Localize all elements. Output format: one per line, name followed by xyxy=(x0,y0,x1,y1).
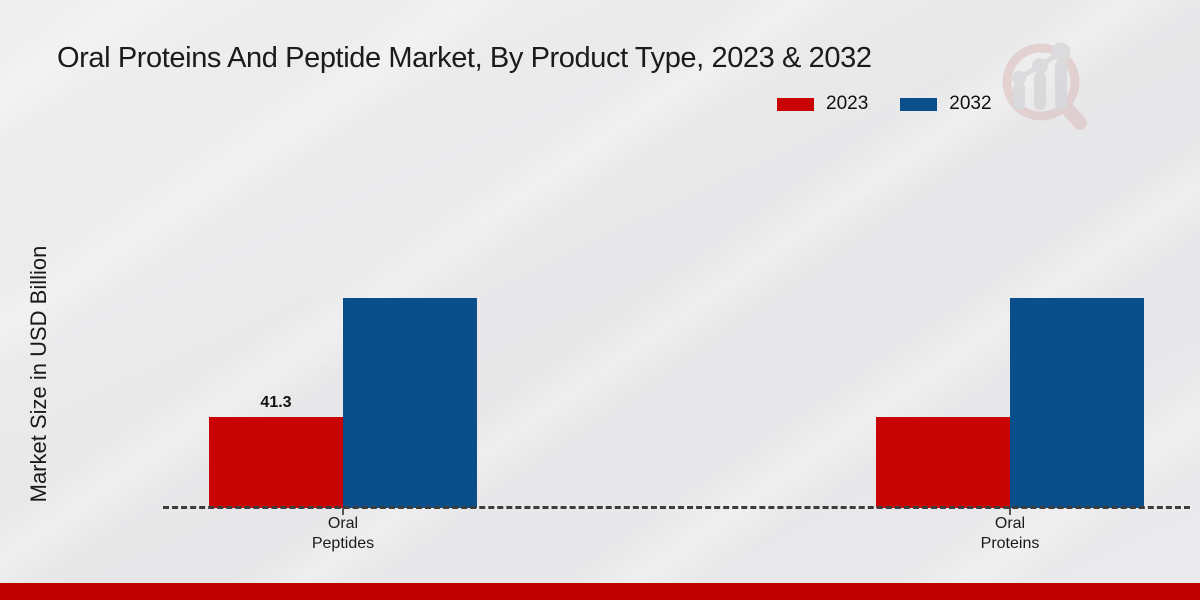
legend-label: 2023 xyxy=(826,93,869,114)
category-label: Oral Proteins xyxy=(980,515,1040,552)
x-axis-baseline xyxy=(163,506,1190,509)
bar-2023-oral-peptides xyxy=(209,417,343,508)
category-label: Oral Peptides xyxy=(311,515,375,552)
x-axis-tick xyxy=(1009,508,1011,515)
bar-2032-oral-proteins xyxy=(1010,298,1144,508)
bar-2023-oral-proteins xyxy=(876,417,1010,508)
footer-accent-bar xyxy=(0,583,1200,600)
legend: 2023 2032 xyxy=(777,93,1010,115)
legend-swatch xyxy=(777,97,814,111)
chart-title: Oral Proteins And Peptide Market, By Pro… xyxy=(57,42,872,74)
x-axis-tick xyxy=(342,508,344,515)
legend-item-2023: 2023 xyxy=(777,93,868,115)
legend-item-2032: 2032 xyxy=(900,93,992,115)
magnifier-bar-chart-logo-icon xyxy=(1002,42,1087,130)
legend-swatch xyxy=(900,97,938,111)
bar-2032-oral-peptides xyxy=(343,298,477,508)
bar-value-label: 41.3 xyxy=(260,394,292,411)
legend-label: 2032 xyxy=(949,93,992,114)
